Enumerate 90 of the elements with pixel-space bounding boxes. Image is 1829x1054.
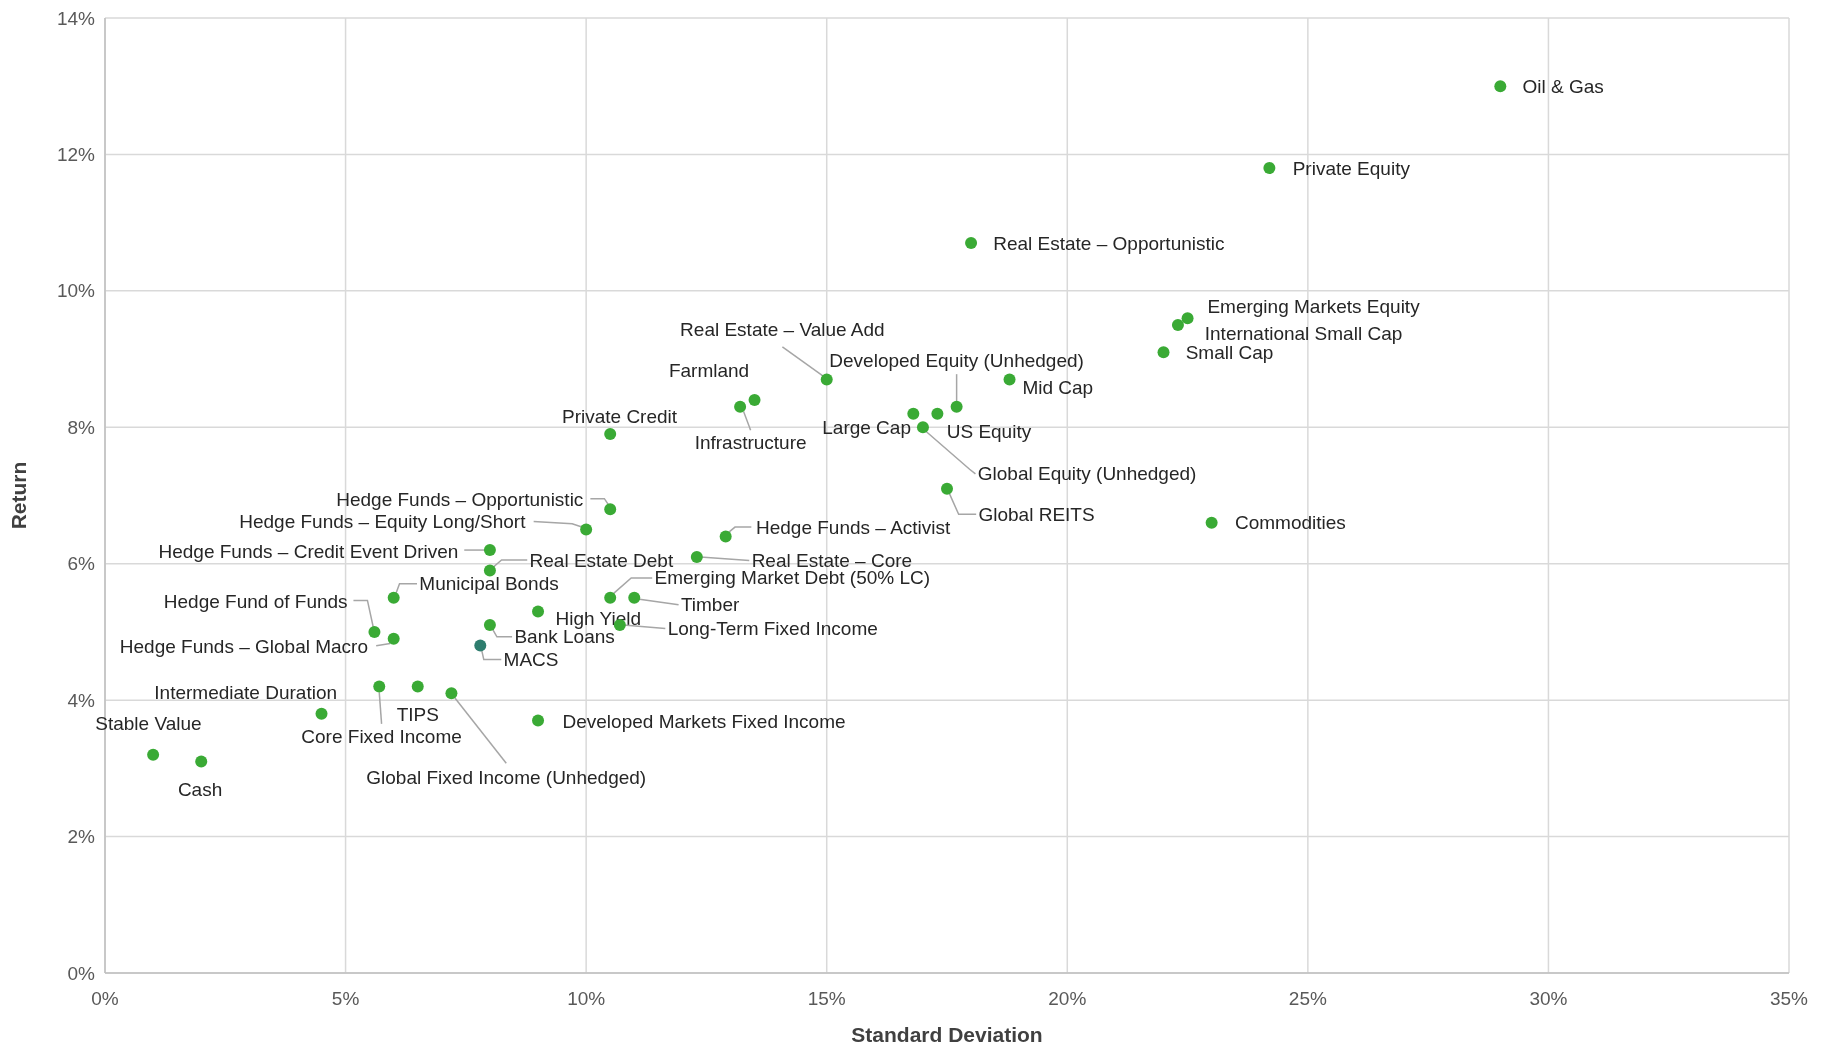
annotation: Private Credit bbox=[561, 406, 678, 428]
annotation: MACS bbox=[503, 649, 559, 671]
annotation: Hedge Funds – Activist bbox=[756, 516, 952, 538]
x-tick-label: 0% bbox=[91, 988, 119, 1009]
x-tick-label: 35% bbox=[1769, 988, 1809, 1009]
point bbox=[532, 605, 545, 618]
annotation: Infrastructure bbox=[694, 432, 807, 454]
annotation: Hedge Funds – Opportunistic bbox=[336, 489, 584, 511]
point bbox=[483, 564, 496, 577]
x-tick-label: 10% bbox=[567, 988, 606, 1009]
point bbox=[931, 407, 944, 420]
point bbox=[1171, 318, 1184, 331]
annotation: Intermediate Duration bbox=[154, 682, 338, 704]
x-tick-label: 5% bbox=[331, 988, 360, 1009]
point bbox=[445, 687, 458, 700]
point bbox=[820, 373, 833, 386]
annotation: Hedge Funds – Global Macro bbox=[119, 636, 369, 658]
annotation: Global REITS bbox=[978, 503, 1095, 525]
point bbox=[387, 632, 400, 645]
annotation: Emerging Markets Equity bbox=[1207, 295, 1421, 317]
annotation: Developed Equity (Unhedged) bbox=[829, 349, 1084, 371]
y-tick-label: 14% bbox=[56, 7, 96, 29]
point bbox=[916, 421, 929, 434]
point bbox=[411, 680, 424, 693]
point bbox=[604, 503, 617, 516]
annotation: Municipal Bonds bbox=[419, 573, 559, 595]
annotation: Mid Cap bbox=[1022, 377, 1094, 399]
annotation: Commodities bbox=[1234, 512, 1346, 534]
point bbox=[941, 482, 953, 495]
annotation: Long-Term Fixed Income bbox=[667, 618, 878, 640]
point bbox=[604, 591, 617, 604]
y-tick-label: 2% bbox=[67, 826, 96, 848]
y-tick-label: 0% bbox=[67, 962, 96, 984]
x-tick-label: 30% bbox=[1529, 988, 1568, 1009]
point bbox=[950, 400, 963, 413]
annotation: Private Equity bbox=[1292, 157, 1411, 179]
point bbox=[748, 394, 761, 406]
point bbox=[1494, 80, 1507, 93]
point bbox=[1181, 312, 1194, 325]
point bbox=[690, 550, 703, 563]
annotation: Timber bbox=[680, 594, 740, 616]
y-axis-title: Return bbox=[7, 461, 30, 530]
annotation: Real Estate – Opportunistic bbox=[993, 232, 1225, 254]
point bbox=[483, 544, 496, 557]
point bbox=[532, 714, 545, 727]
point bbox=[1157, 346, 1170, 359]
point bbox=[580, 523, 593, 536]
x-tick-label: 15% bbox=[807, 988, 846, 1009]
annotation: TIPS bbox=[396, 703, 439, 725]
point bbox=[1263, 162, 1276, 175]
annotation: Hedge Funds – Credit Event Driven bbox=[158, 540, 459, 562]
y-tick-label: 8% bbox=[67, 416, 96, 438]
annotation: Global Equity (Unhedged) bbox=[977, 463, 1197, 485]
point bbox=[628, 591, 641, 604]
x-tick-label: 20% bbox=[1048, 988, 1087, 1009]
annotation: Hedge Fund of Funds bbox=[163, 591, 348, 613]
point bbox=[387, 591, 400, 604]
point bbox=[195, 755, 208, 768]
point bbox=[1205, 516, 1218, 529]
point bbox=[734, 400, 747, 413]
annotation: Cash bbox=[177, 779, 223, 801]
y-tick-label: 6% bbox=[67, 553, 96, 575]
annotation: Farmland bbox=[668, 360, 750, 382]
annotation: Real Estate – Value Add bbox=[680, 318, 885, 340]
annotation: Small Cap bbox=[1185, 341, 1274, 363]
annotation: US Equity bbox=[946, 420, 1032, 442]
point bbox=[604, 428, 617, 441]
point bbox=[483, 619, 496, 632]
annotation: Stable Value bbox=[95, 712, 202, 734]
y-tick-label: 10% bbox=[56, 280, 96, 302]
y-tick-label: 12% bbox=[56, 143, 96, 165]
point bbox=[719, 530, 732, 543]
point bbox=[368, 625, 381, 638]
point bbox=[315, 707, 328, 720]
point bbox=[1003, 373, 1016, 386]
annotation: Developed Markets Fixed Income bbox=[562, 711, 846, 733]
annotation: Core Fixed Income bbox=[301, 726, 462, 748]
point bbox=[147, 748, 160, 761]
annotation: Oil & Gas bbox=[1522, 75, 1604, 97]
annotation: Global Fixed Income (Unhedged) bbox=[366, 766, 647, 788]
x-tick-label: 25% bbox=[1288, 988, 1327, 1009]
x-axis-title: Standard Deviation bbox=[851, 1023, 1043, 1046]
y-tick-label: 4% bbox=[67, 689, 96, 711]
annotation: International Small Cap bbox=[1204, 322, 1403, 344]
point bbox=[965, 237, 978, 250]
point bbox=[373, 680, 386, 693]
annotation: Hedge Funds – Equity Long/Short bbox=[239, 510, 527, 532]
point bbox=[474, 639, 487, 652]
annotation: Large Cap bbox=[822, 417, 911, 439]
point bbox=[907, 407, 920, 420]
